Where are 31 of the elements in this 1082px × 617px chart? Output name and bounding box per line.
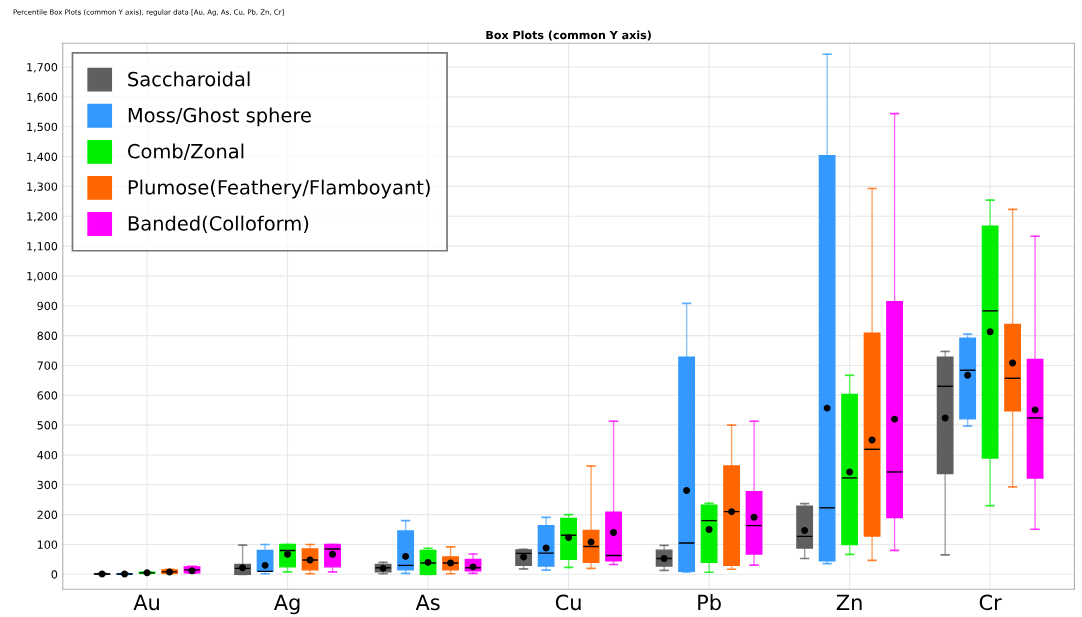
y-tick-label: 1,600 bbox=[27, 92, 58, 103]
y-tick-label: 100 bbox=[37, 540, 58, 549]
x-tick-label: Cr bbox=[979, 594, 1002, 611]
y-tick-label: 700 bbox=[37, 361, 58, 370]
legend-label: Comb/Zonal bbox=[128, 143, 244, 161]
y-tick-label: 900 bbox=[37, 301, 58, 311]
y-tick-label: 1,200 bbox=[27, 212, 58, 222]
legend-label: Plumose(Feathery/Flamboyant) bbox=[128, 179, 430, 199]
y-tick-label: 500 bbox=[37, 421, 58, 430]
x-tick-label: Zn bbox=[836, 594, 862, 610]
x-tick-label: Au bbox=[133, 594, 159, 611]
y-tick-label: 600 bbox=[37, 391, 58, 400]
y-tick-label: 800 bbox=[37, 331, 58, 340]
x-tick-label: Cu bbox=[555, 594, 581, 611]
y-tick-label: 1,300 bbox=[27, 182, 58, 192]
y-tick-label: 300 bbox=[37, 480, 58, 490]
y-tick-label: 1,000 bbox=[27, 271, 58, 282]
y-tick-label: 1,500 bbox=[27, 122, 58, 133]
chart-title: Box Plots (common Y axis) bbox=[486, 30, 651, 41]
x-tick-label: As bbox=[415, 594, 440, 611]
legend-label: Saccharoidal bbox=[128, 71, 250, 87]
y-tick-label: 200 bbox=[37, 510, 58, 520]
x-tick-label: Ag bbox=[274, 594, 300, 615]
y-tick-label: 1,700 bbox=[27, 63, 58, 73]
x-tick-label: Pb bbox=[698, 594, 721, 611]
y-tick-label: 400 bbox=[37, 450, 58, 460]
y-tick-label: 1,400 bbox=[27, 152, 58, 163]
legend-label: Moss/Ghost sphere bbox=[128, 107, 311, 127]
y-tick-label: 1,100 bbox=[27, 242, 58, 252]
y-tick-label: 0 bbox=[51, 570, 58, 579]
legend-label: Banded(Colloform) bbox=[128, 215, 309, 233]
